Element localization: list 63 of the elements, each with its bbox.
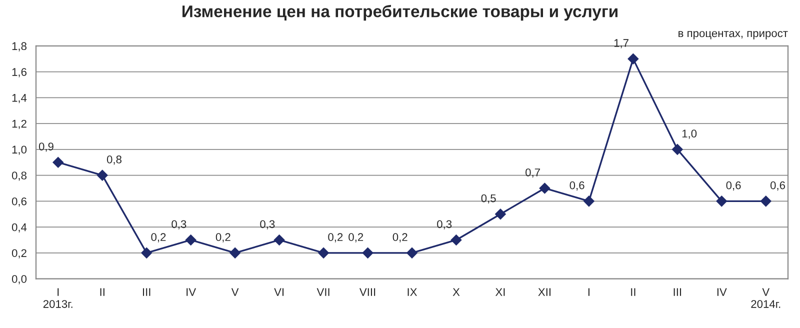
x-tick-label: IV	[186, 288, 196, 296]
data-label: 0,2	[392, 233, 408, 242]
x-tick-label: III	[674, 288, 682, 296]
y-tick-label: 0,0	[12, 275, 27, 284]
y-tick-label: 1,0	[12, 146, 27, 155]
data-label: 0,2	[151, 233, 166, 242]
data-label: 0,3	[172, 220, 186, 230]
data-label: 1,0	[682, 130, 697, 139]
data-label: 0,5	[481, 194, 496, 204]
point	[362, 247, 374, 258]
x-tick-label: II	[100, 288, 104, 296]
x-tick-label: V 2014г.	[751, 288, 780, 308]
x-tick-label: IX	[408, 288, 418, 296]
data-label: 0,9	[38, 142, 54, 152]
data-label: 1,7	[614, 39, 628, 48]
point	[274, 234, 285, 246]
y-tick-label: 0,2	[12, 249, 26, 258]
data-label: 0,6	[726, 181, 741, 191]
point	[584, 196, 594, 207]
data-label: 0,2	[216, 233, 230, 242]
y-tick-label: 1,4	[12, 94, 27, 104]
x-tick-label: I	[588, 288, 590, 296]
point	[96, 170, 108, 181]
y-tick-label: 1,6	[12, 68, 26, 78]
x-tick-label: XII	[538, 288, 550, 296]
y-tick-label: 0,6	[12, 197, 26, 207]
data-label: 0,3	[260, 220, 275, 230]
data-label: 0,2	[328, 233, 343, 242]
y-tick-label: 0,8	[12, 172, 26, 181]
data-label: 0,6	[570, 181, 584, 191]
x-tick-label: II	[631, 288, 636, 296]
data-label: 0,7	[526, 168, 540, 178]
x-tick-label: III	[142, 288, 150, 296]
point	[141, 247, 152, 258]
point	[52, 156, 64, 168]
point	[318, 247, 329, 258]
data-label: 0,6	[770, 181, 786, 191]
x-tick-label: IV	[717, 288, 727, 296]
x-tick-label: XI	[495, 288, 505, 296]
x-tick-label: VIII	[359, 288, 376, 296]
x-tick-label: VII	[316, 288, 330, 296]
point	[406, 247, 418, 258]
y-tick-label: 1,8	[12, 42, 26, 52]
point	[672, 144, 683, 155]
point	[230, 247, 240, 258]
x-tick-label: VI	[274, 288, 284, 296]
data-label: 0,3	[437, 220, 452, 230]
data-label: 0,2	[348, 233, 364, 242]
x-tick-label: I 2013г.	[43, 288, 72, 308]
y-tick-label: 1,2	[12, 120, 26, 129]
point	[760, 196, 772, 207]
chart-title: Изменение цен на потребительские товары и услуги	[182, 4, 618, 21]
point	[628, 53, 639, 64]
y-tick-label: 0,4	[12, 223, 27, 232]
x-tick-label: X	[452, 288, 460, 296]
point	[185, 234, 196, 246]
point	[539, 182, 550, 194]
point	[495, 208, 506, 220]
x-tick-label: V	[231, 288, 239, 296]
point	[716, 196, 728, 207]
chart-subtitle: в процентах, прирост	[678, 31, 788, 40]
data-label: 0,8	[106, 156, 122, 165]
point	[450, 234, 462, 246]
